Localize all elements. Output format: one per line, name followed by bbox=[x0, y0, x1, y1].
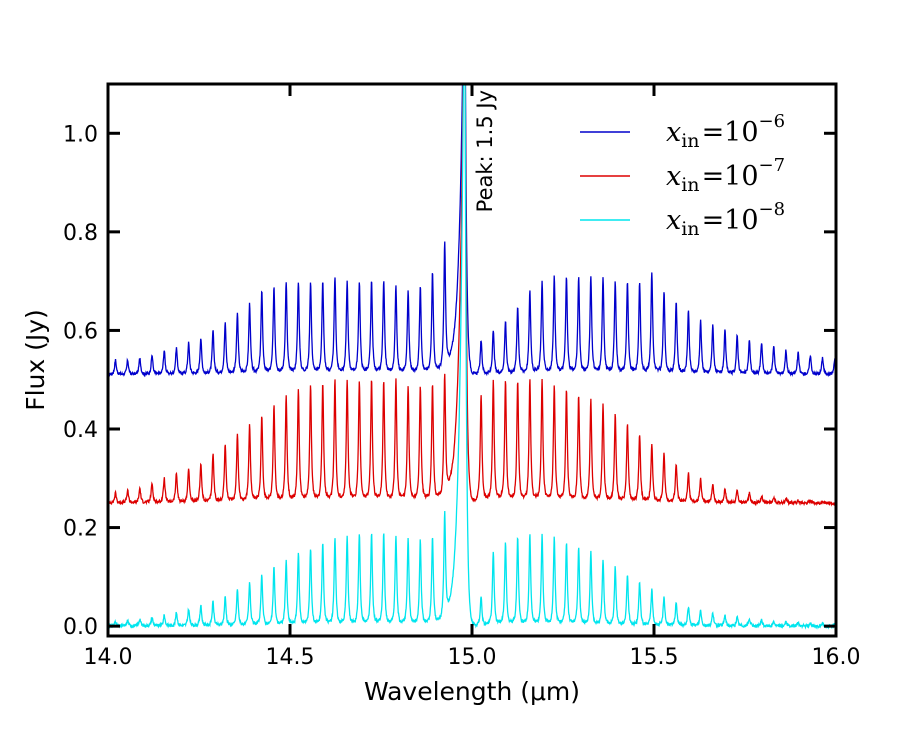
y-tick-label: 0.0 bbox=[63, 615, 98, 640]
x-tick-label: 15.5 bbox=[630, 645, 679, 670]
legend-label: xin=10−7 bbox=[666, 155, 785, 196]
series-line-1 bbox=[108, 84, 836, 378]
series-line-2 bbox=[108, 84, 836, 507]
y-tick-label: 0.2 bbox=[63, 517, 98, 542]
ticks-layer: 14.0 14.5 15.0 15.5 16.0 0.0 0.2 0.4 0.6 0.8 1.0 bbox=[63, 84, 860, 670]
legend-label: xin=10−8 bbox=[666, 199, 785, 240]
x-axis-label: Wavelength (μm) bbox=[364, 677, 580, 706]
y-tick-label: 0.6 bbox=[63, 319, 98, 344]
x-tick-label: 14.0 bbox=[84, 645, 133, 670]
series-layer bbox=[108, 84, 836, 630]
series-line-3 bbox=[108, 84, 836, 630]
x-tick-label: 14.5 bbox=[266, 645, 315, 670]
y-axis-label: Flux (Jy) bbox=[21, 309, 50, 411]
legend-label: xin=10−6 bbox=[666, 111, 785, 152]
y-tick-label: 0.4 bbox=[63, 418, 98, 443]
x-tick-label: 16.0 bbox=[812, 645, 861, 670]
y-tick-label: 0.8 bbox=[63, 221, 98, 246]
peak-annotation: Peak: 1.5 Jy bbox=[473, 90, 497, 212]
y-tick-label: 1.0 bbox=[63, 122, 98, 147]
x-tick-label: 15.0 bbox=[448, 645, 497, 670]
